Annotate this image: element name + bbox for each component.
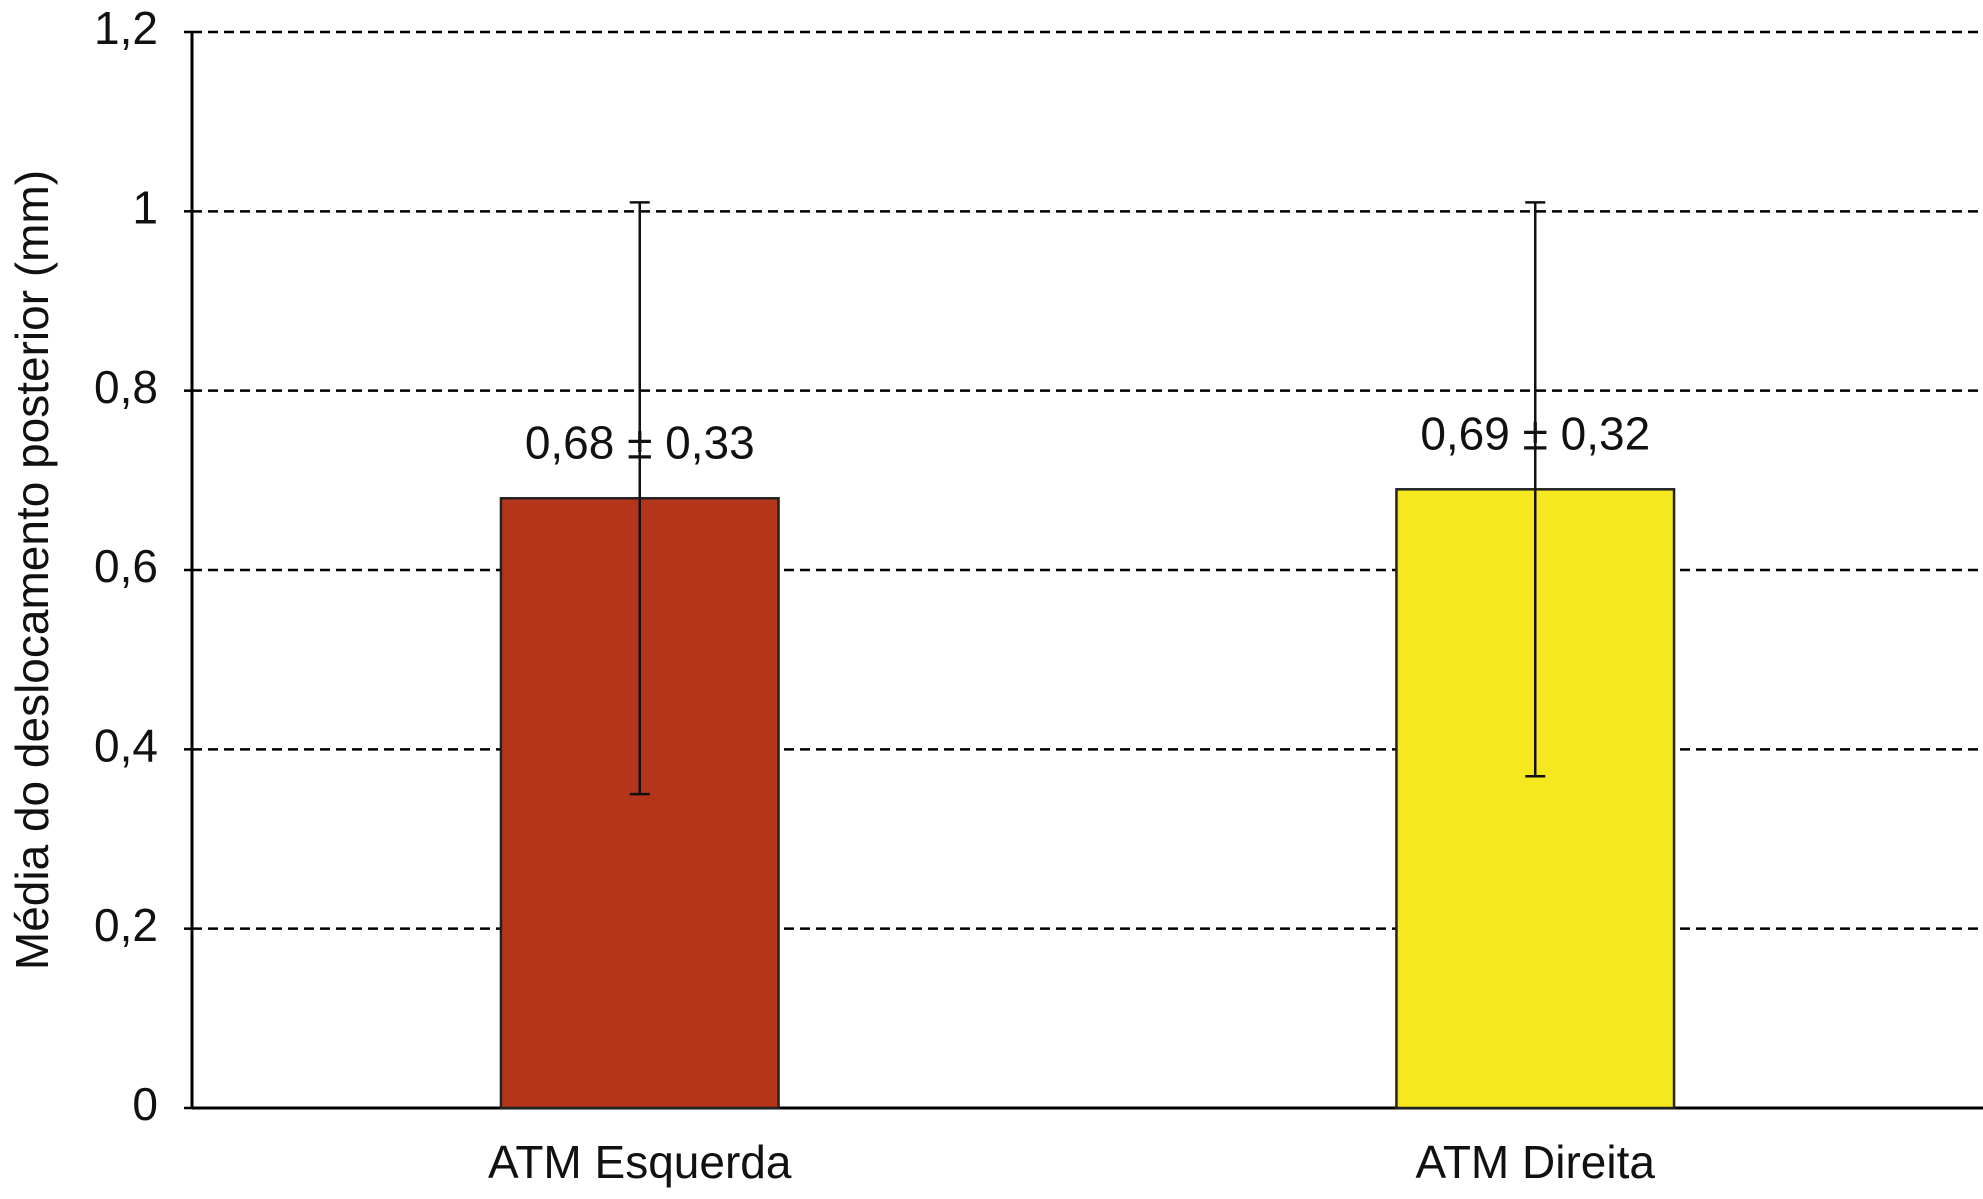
y-tick-label: 1 <box>132 181 158 233</box>
x-tick-label: ATM Esquerda <box>488 1136 792 1188</box>
x-tick-label: ATM Direita <box>1416 1136 1656 1188</box>
error-bar <box>629 201 650 796</box>
y-tick-label: 0,8 <box>94 361 158 413</box>
y-tick-label: 1,2 <box>94 2 158 54</box>
y-tick-label: 0,2 <box>94 899 158 951</box>
y-axis-label: Média do deslocamento posterior (mm) <box>6 170 58 970</box>
data-label: 0,68 ± 0,33 <box>525 416 755 468</box>
y-tick-label: 0,6 <box>94 540 158 592</box>
data-label: 0,69 ± 0,32 <box>1420 407 1650 459</box>
y-tick-label: 0 <box>132 1078 158 1130</box>
y-tick-label: 0,4 <box>94 719 158 771</box>
error-bar <box>1525 201 1546 778</box>
